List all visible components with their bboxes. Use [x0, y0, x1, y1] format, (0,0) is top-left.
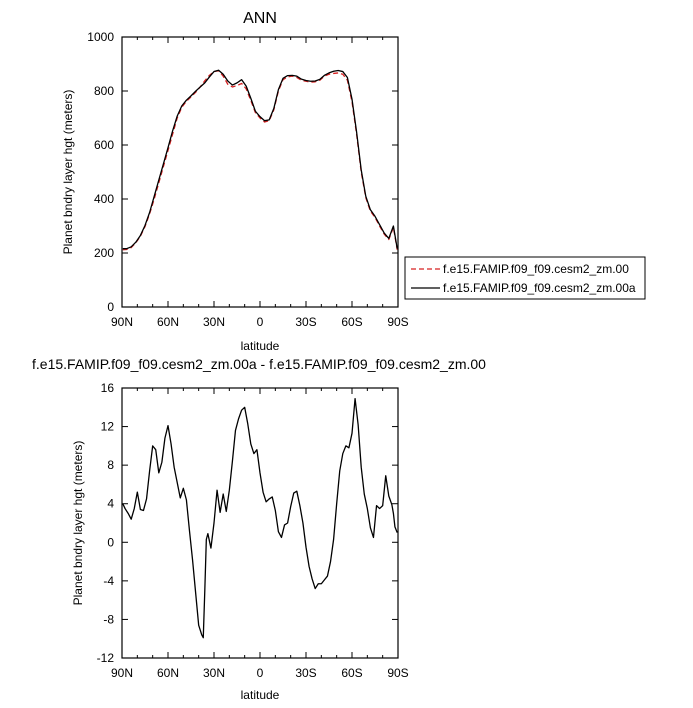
bottom-y-tick-label: -8 — [103, 612, 114, 626]
bottom-x-tick-label: 30S — [295, 666, 316, 680]
bottom-chart-panel: f.e15.FAMIP.f09_f09.cesm2_zm.00a - f.e15… — [32, 356, 486, 702]
top-x-tick-label: 90N — [111, 315, 133, 329]
bottom-y-tick-label: 4 — [107, 497, 114, 511]
bottom-chart-title: f.e15.FAMIP.f09_f09.cesm2_zm.00a - f.e15… — [32, 356, 486, 372]
bottom-chart-ticks: 90N 60N 30N 0 30S 60S 90S -12 -8 -4 0 4 8 12 16 — [97, 381, 409, 680]
chart-legend: f.e15.FAMIP.f09_f09.cesm2_zm.00 f.e15.FA… — [404, 256, 646, 300]
bottom-x-tick-label: 90S — [387, 666, 408, 680]
top-y-tick-label: 0 — [107, 300, 114, 314]
bottom-x-tick-label: 90N — [111, 666, 133, 680]
bottom-chart-series — [122, 397, 398, 639]
top-x-tick-label: 90S — [387, 315, 408, 329]
bottom-y-tick-label: 12 — [101, 420, 115, 434]
bottom-x-axis-label: latitude — [241, 688, 280, 702]
bottom-series-line-1 — [122, 397, 398, 639]
top-x-axis-label: latitude — [241, 339, 280, 353]
top-chart-series — [122, 69, 398, 251]
top-y-tick-label: 1000 — [87, 30, 114, 44]
top-series-line-2 — [122, 69, 398, 250]
bottom-y-tick-label: 0 — [107, 535, 114, 549]
top-y-tick-label: 200 — [94, 246, 114, 260]
bottom-plot-frame — [121, 387, 399, 659]
bottom-x-tick-label: 0 — [257, 666, 264, 680]
legend-label-series-1: f.e15.FAMIP.f09_f09.cesm2_zm.00 — [443, 262, 629, 276]
top-chart-panel: ANN 90N 60N 30N 0 30S 60S 90S 0 200 400 600 800 1000… — [61, 10, 409, 353]
top-y-axis-label: Planet bndry layer hgt (meters) — [61, 90, 75, 255]
top-y-tick-label: 400 — [94, 192, 114, 206]
top-x-tick-label: 30S — [295, 315, 316, 329]
top-x-tick-label: 0 — [257, 315, 264, 329]
bottom-y-tick-label: -12 — [97, 651, 115, 665]
top-series-line-1 — [122, 70, 398, 251]
top-x-tick-label: 60N — [157, 315, 179, 329]
top-x-tick-label: 30N — [203, 315, 225, 329]
legend-box — [404, 256, 646, 300]
top-chart-ticks: 90N 60N 30N 0 30S 60S 90S 0 200 400 600 800 1000 — [87, 30, 408, 329]
top-plot-frame — [121, 36, 399, 308]
top-y-tick-label: 800 — [94, 84, 114, 98]
top-x-tick-label: 60S — [341, 315, 362, 329]
bottom-y-axis-label: Planet bndry layer hgt (meters) — [71, 441, 85, 606]
bottom-x-tick-label: 30N — [203, 666, 225, 680]
bottom-y-tick-label: -4 — [103, 574, 114, 588]
bottom-x-tick-label: 60S — [341, 666, 362, 680]
bottom-y-tick-label: 8 — [107, 458, 114, 472]
bottom-x-tick-label: 60N — [157, 666, 179, 680]
bottom-y-tick-label: 16 — [101, 381, 115, 395]
top-y-tick-label: 600 — [94, 138, 114, 152]
top-chart-title: ANN — [243, 10, 277, 27]
legend-label-series-2: f.e15.FAMIP.f09_f09.cesm2_zm.00a — [443, 281, 636, 295]
